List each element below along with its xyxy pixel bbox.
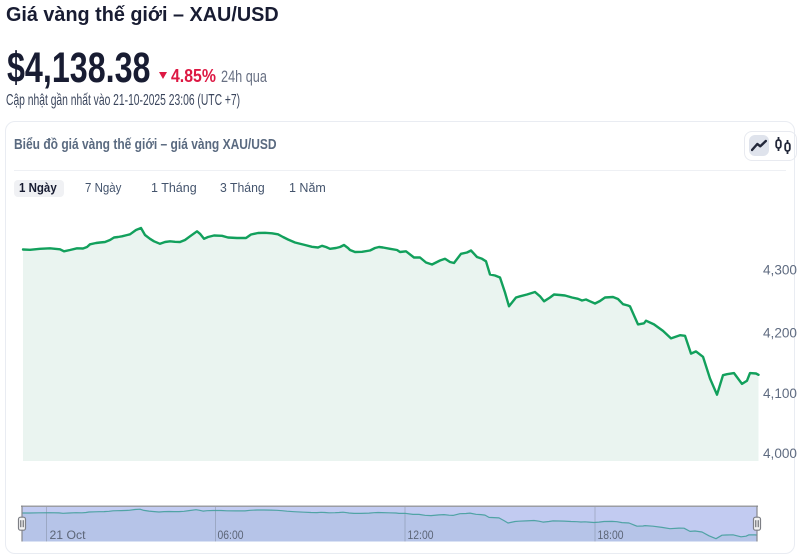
svg-text:4,200: 4,200 bbox=[763, 326, 797, 341]
svg-text:12:00: 12:00 bbox=[408, 528, 434, 542]
svg-text:4,300: 4,300 bbox=[763, 263, 797, 278]
svg-text:21 Oct: 21 Oct bbox=[50, 528, 87, 542]
svg-text:06:00: 06:00 bbox=[218, 528, 244, 542]
svg-text:18:00: 18:00 bbox=[598, 528, 624, 542]
svg-text:4,100: 4,100 bbox=[763, 386, 797, 401]
svg-text:4,000: 4,000 bbox=[763, 446, 797, 461]
